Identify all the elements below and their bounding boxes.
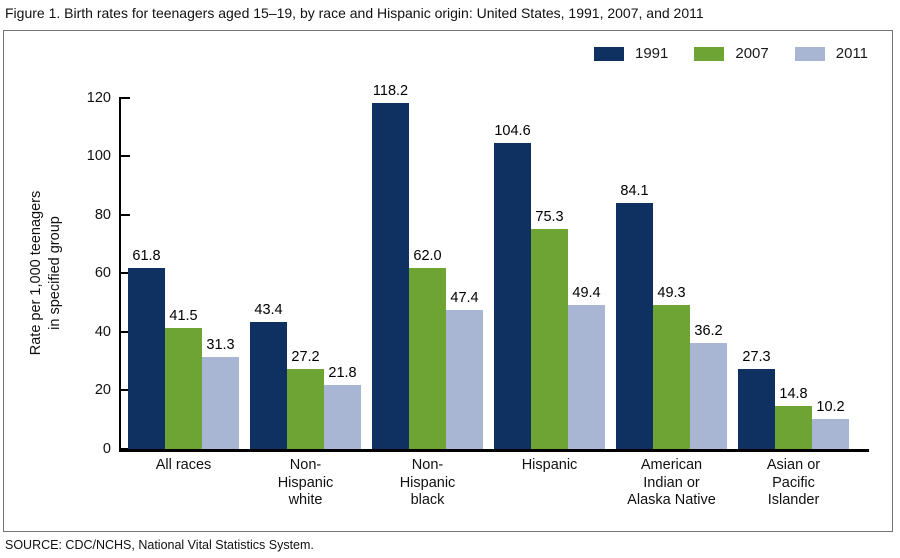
y-tick-label: 40	[94, 324, 111, 340]
bar-1991	[250, 322, 287, 449]
y-axis-title-line: Rate per 1,000 teenagers	[28, 190, 44, 356]
bar-1991	[494, 143, 531, 449]
x-category-label-line: All races	[155, 457, 212, 473]
bar-2011	[446, 310, 483, 449]
bar-2007	[531, 229, 568, 449]
y-tick-mark	[119, 448, 130, 450]
bar-2011	[202, 357, 239, 449]
bar-value-label: 43.4	[254, 302, 283, 318]
bar-value-label: 47.4	[450, 290, 479, 306]
x-category-label-line: Non-	[411, 457, 444, 473]
x-category-label-line: Indian or	[643, 474, 700, 491]
bar-2007	[775, 406, 812, 449]
legend-swatch-2011	[794, 46, 825, 61]
x-axis-line	[119, 449, 869, 452]
bar-value-label: 36.2	[694, 323, 723, 339]
bar-value-label: 10.2	[816, 399, 845, 415]
bar-2007	[409, 268, 446, 449]
x-category-label-line: Alaska Native	[627, 492, 716, 508]
bar-value-label: 27.3	[742, 349, 771, 365]
x-category-label: All races	[119, 457, 249, 475]
bar-value-label: 62.0	[413, 248, 442, 264]
x-category-label-line: Hispanic	[399, 474, 456, 491]
source-note: SOURCE: CDC/NCHS, National Vital Statist…	[5, 538, 314, 552]
x-category-label-line: Hispanic	[521, 457, 578, 473]
x-category-label-line: Hispanic	[277, 474, 334, 491]
bar-2011	[812, 419, 849, 449]
legend-item-2011: 2011	[794, 45, 868, 62]
bar-2011	[324, 385, 361, 449]
y-axis-title: Rate per 1,000 teenagers in specified gro…	[27, 191, 65, 355]
x-category-label: Non- Hispanic black	[363, 457, 493, 510]
y-tick-mark	[119, 389, 130, 391]
y-tick-mark	[119, 97, 130, 99]
y-tick-label: 80	[94, 207, 111, 223]
bar-1991	[738, 369, 775, 449]
bar-2007	[653, 305, 690, 449]
legend-swatch-2007	[694, 46, 725, 61]
bar-value-label: 21.8	[328, 365, 357, 381]
bar-value-label: 61.8	[132, 248, 161, 264]
bar-2011	[690, 343, 727, 449]
y-tick-label: 100	[86, 148, 111, 164]
bar-value-label: 49.3	[657, 285, 686, 301]
bar-value-label: 14.8	[779, 386, 808, 402]
y-tick-label: 20	[94, 382, 111, 398]
chart-frame: 1991 2007 2011 Rate per 1,000 teenagers in …	[3, 30, 893, 532]
bar-value-label: 41.5	[169, 308, 198, 324]
y-axis-title-line: in specified group	[47, 216, 63, 330]
bar-1991	[372, 103, 409, 449]
legend: 1991 2007 2011	[593, 45, 868, 62]
x-category-label-line: black	[410, 492, 445, 508]
x-category-label-line: Non-	[289, 457, 322, 473]
legend-label: 2011	[835, 45, 868, 62]
x-category-label-line: Pacific	[772, 474, 815, 491]
x-category-label-line: Asian or	[766, 457, 821, 473]
x-category-label-line: Islander	[767, 492, 820, 508]
legend-label: 1991	[634, 45, 669, 62]
bar-value-label: 49.4	[572, 285, 601, 301]
bar-2007	[165, 328, 202, 449]
x-category-label: Hispanic	[485, 457, 615, 475]
bar-value-label: 104.6	[494, 123, 531, 139]
x-category-label: Non- Hispanic white	[241, 457, 371, 510]
y-tick-mark	[119, 272, 130, 274]
bar-value-label: 31.3	[206, 337, 235, 353]
x-category-label: American Indian or Alaska Native	[607, 457, 737, 510]
bar-2007	[287, 369, 324, 449]
legend-swatch-1991	[593, 46, 624, 61]
bar-value-label: 75.3	[535, 209, 564, 225]
y-tick-mark	[119, 214, 130, 216]
y-tick-label: 0	[102, 441, 111, 457]
y-axis-line	[119, 98, 121, 452]
figure-title: Figure 1. Birth rates for teenagers aged…	[5, 5, 704, 21]
y-tick-label: 60	[94, 265, 111, 281]
legend-item-2007: 2007	[694, 45, 769, 62]
y-tick-label: 120	[86, 90, 111, 106]
legend-item-1991: 1991	[593, 45, 669, 62]
y-tick-mark	[119, 331, 130, 333]
bar-value-label: 27.2	[291, 349, 320, 365]
x-category-label-line: American	[640, 457, 703, 473]
y-tick-mark	[119, 155, 130, 157]
bar-1991	[128, 268, 165, 449]
bar-value-label: 118.2	[372, 83, 409, 99]
x-category-label-line: white	[288, 492, 323, 508]
bar-value-label: 84.1	[620, 183, 649, 199]
x-category-label: Asian or Pacific Islander	[729, 457, 859, 510]
bar-2011	[568, 305, 605, 449]
bar-1991	[616, 203, 653, 449]
legend-label: 2007	[735, 45, 769, 62]
